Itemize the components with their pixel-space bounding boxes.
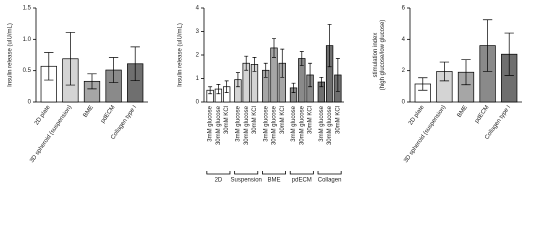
x-tick-label: 3D spheroid (suspension) xyxy=(29,105,73,164)
y-tick-label: 1.0 xyxy=(23,37,32,43)
y-axis-label: (high glucose/low glucose) xyxy=(380,20,386,91)
error-bar xyxy=(308,62,313,88)
group-bracket xyxy=(317,171,342,175)
x-tick-label: 30mM glucose xyxy=(272,105,278,145)
error-bar xyxy=(482,19,493,72)
error-bar xyxy=(504,32,514,76)
error-bar xyxy=(65,32,76,86)
error-bar xyxy=(335,58,340,92)
group-label: pdECM xyxy=(292,178,312,184)
y-axis-label: Insulin release (uIU/mL) xyxy=(8,23,14,87)
y-tick-label: 4 xyxy=(196,6,200,12)
y-tick-label: 2 xyxy=(402,68,406,74)
error-bar xyxy=(299,51,304,66)
error-bar xyxy=(108,57,119,83)
y-tick-label: 0.5 xyxy=(23,68,32,74)
x-tick-label: pdECM xyxy=(100,105,116,125)
error-bar xyxy=(224,80,229,93)
group-bracket xyxy=(262,171,286,175)
y-tick-label: 1.5 xyxy=(23,6,32,12)
error-bar xyxy=(461,59,471,86)
y-tick-label: 3 xyxy=(196,29,200,35)
group-bracket xyxy=(206,171,231,175)
error-bar xyxy=(87,73,97,90)
group-bracket xyxy=(289,171,314,175)
figure: 0 0.5 1.0 1.5 Insulin release (uIU/mL) 2D pla… xyxy=(8,6,522,184)
x-tick-label: pdECM xyxy=(474,105,490,125)
x-tick-label: 3D spheroid (suspension) xyxy=(403,105,447,164)
y-tick-label: 4 xyxy=(402,37,406,43)
error-bar xyxy=(244,55,249,71)
y-tick-label: 6 xyxy=(402,6,406,12)
y-tick-label: 0 xyxy=(402,100,406,106)
error-bar xyxy=(272,38,276,58)
error-bar xyxy=(235,72,240,88)
x-tick-label: 30mM KCl xyxy=(224,106,230,134)
x-tick-label: 3mM glucose xyxy=(236,105,242,141)
error-bar xyxy=(252,57,257,72)
y-axis-label: Insulin release (uIU/mL) xyxy=(178,23,184,87)
x-tick-label: 2D plate xyxy=(34,104,52,126)
group-label: Collagen xyxy=(318,178,342,184)
x-tick-label: 30mM glucose xyxy=(244,105,250,145)
x-tick-label: 30mM KCl xyxy=(335,106,341,134)
group-label: Suspension xyxy=(231,178,262,184)
error-bar xyxy=(208,86,213,95)
y-tick-label: 1 xyxy=(196,76,200,82)
error-bar xyxy=(291,82,296,93)
x-tick-label: 30mM KCl xyxy=(252,106,258,134)
error-bar xyxy=(439,61,450,82)
group-bracket xyxy=(234,171,259,175)
group-label: 2D xyxy=(215,178,223,184)
error-bar xyxy=(280,48,285,78)
x-tick-label: 30mM glucose xyxy=(216,105,222,145)
x-tick-label: 30mM glucose xyxy=(327,105,333,145)
error-bar xyxy=(263,62,268,78)
x-tick-label: 2D plate xyxy=(408,104,426,126)
error-bar xyxy=(44,52,54,81)
x-tick-label: 3mM glucose xyxy=(291,105,297,141)
x-tick-label: 3mM glucose xyxy=(208,105,214,141)
x-tick-label: BME xyxy=(83,105,95,119)
error-bar xyxy=(327,24,332,68)
error-bar xyxy=(130,46,140,82)
error-bar xyxy=(418,77,428,91)
x-tick-label: 30mM glucose xyxy=(299,105,305,145)
x-tick-label: 3mM glucose xyxy=(263,105,269,141)
group-label: BME xyxy=(267,178,280,184)
y-tick-label: 0 xyxy=(28,100,32,106)
x-tick-label: BME xyxy=(457,105,469,119)
x-tick-label: 3mM glucose xyxy=(319,105,325,141)
x-tick-label: 30mM KCl xyxy=(280,106,286,134)
x-tick-label: 30mM KCl xyxy=(308,106,314,134)
y-axis-label: stimulation index xyxy=(373,33,379,78)
y-tick-label: 2 xyxy=(196,53,200,59)
error-bar xyxy=(319,76,324,88)
error-bar xyxy=(216,84,221,95)
y-tick-label: 0 xyxy=(196,100,200,106)
